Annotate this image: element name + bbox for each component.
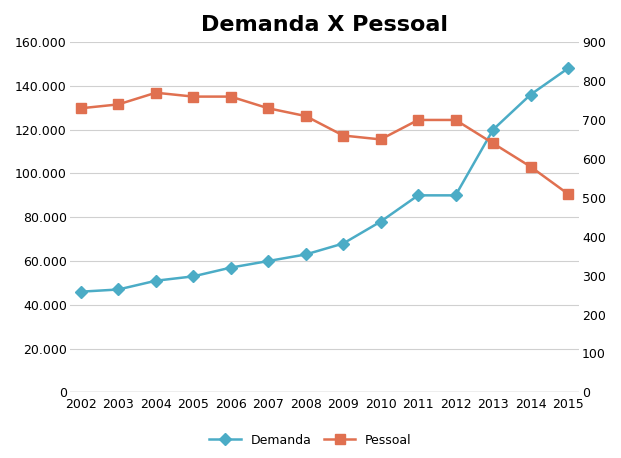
- Pessoal: [152, 90, 160, 95]
- Pessoal: [189, 94, 197, 99]
- Pessoal: [489, 141, 497, 146]
- Pessoal: [414, 117, 422, 123]
- Demanda: [414, 193, 422, 198]
- Demanda: [115, 287, 122, 292]
- Line: Pessoal: Pessoal: [76, 88, 573, 199]
- Demanda: [152, 278, 160, 284]
- Legend: Demanda, Pessoal: Demanda, Pessoal: [204, 429, 417, 452]
- Pessoal: [227, 94, 235, 99]
- Demanda: [452, 193, 460, 198]
- Demanda: [227, 265, 235, 270]
- Demanda: [340, 241, 347, 246]
- Demanda: [77, 289, 84, 294]
- Demanda: [564, 65, 572, 71]
- Pessoal: [564, 191, 572, 196]
- Pessoal: [377, 136, 384, 142]
- Demanda: [189, 273, 197, 279]
- Pessoal: [265, 105, 272, 111]
- Demanda: [527, 92, 534, 98]
- Demanda: [377, 219, 384, 224]
- Demanda: [302, 252, 309, 257]
- Pessoal: [452, 117, 460, 123]
- Pessoal: [302, 113, 309, 119]
- Demanda: [489, 127, 497, 132]
- Pessoal: [77, 105, 84, 111]
- Pessoal: [527, 164, 534, 169]
- Pessoal: [340, 133, 347, 138]
- Pessoal: [115, 102, 122, 107]
- Line: Demanda: Demanda: [77, 64, 572, 296]
- Demanda: [265, 258, 272, 264]
- Title: Demanda X Pessoal: Demanda X Pessoal: [201, 15, 448, 35]
